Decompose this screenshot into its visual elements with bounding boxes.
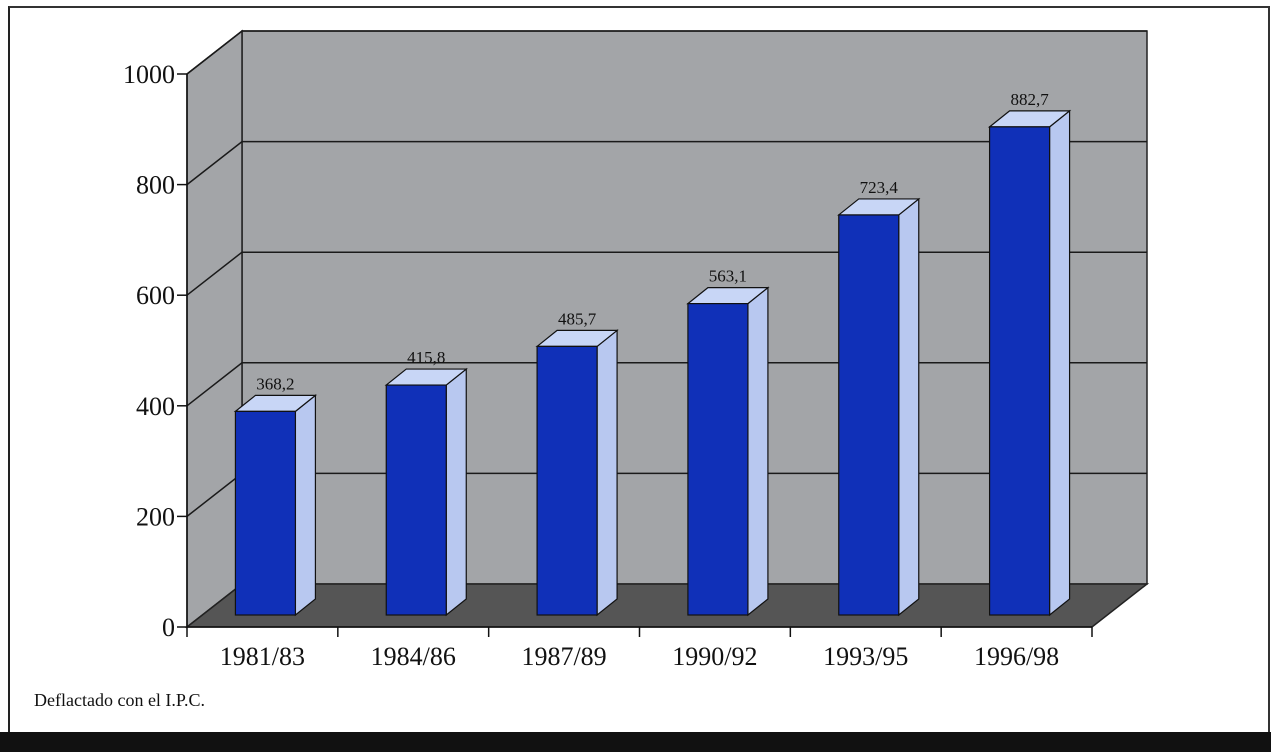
x-tick-label: 1984/86 [371,642,456,671]
bar [385,384,447,616]
bar-side [294,394,317,617]
bars [233,109,1072,617]
chart: 0 200 400 600 800 1000 368,2 415,8 485,7 563,1 72… [123,29,1150,671]
x-tick-label: 1993/95 [823,642,908,671]
y-tick-label: 1000 [123,60,175,89]
x-axis: 1981/83 1984/86 1987/89 1990/92 1993/95 1996/… [186,626,1093,671]
bar-side [747,286,769,617]
chart-frame [8,6,1270,732]
gridline [186,30,1147,75]
data-label: 368,2 [256,374,294,393]
bar [234,410,297,616]
y-tick-label: 0 [162,613,175,642]
y-tick-label: 600 [136,281,175,310]
y-axis: 0 200 400 600 800 1000 [123,60,188,642]
y-tick-label: 200 [136,502,175,531]
bar [536,345,598,616]
side-wall [186,29,243,629]
bar-side [1048,109,1071,617]
footnote: Deflactado con el I.P.C. [34,690,205,710]
data-label: 563,1 [709,267,747,286]
data-label: 723,4 [860,178,899,197]
bottom-band [0,732,1271,752]
x-tick-label: 1987/89 [521,642,606,671]
data-label: 485,7 [558,309,597,328]
bar [687,303,749,616]
bar [838,214,900,616]
bar [988,126,1051,616]
y-tick-label: 400 [136,392,175,421]
bar-side [898,197,920,617]
bar-side [596,329,618,617]
x-tick-label: 1981/83 [220,642,305,671]
value-labels: 368,2 415,8 485,7 563,1 723,4 882,7 [256,90,1049,394]
bar-side [445,367,467,617]
x-tick-label: 1990/92 [672,642,757,671]
data-label: 415,8 [407,348,445,367]
gridline [186,140,1147,186]
x-tick-label: 1996/98 [974,642,1059,671]
data-label: 882,7 [1010,90,1049,109]
y-tick-label: 800 [136,171,175,200]
